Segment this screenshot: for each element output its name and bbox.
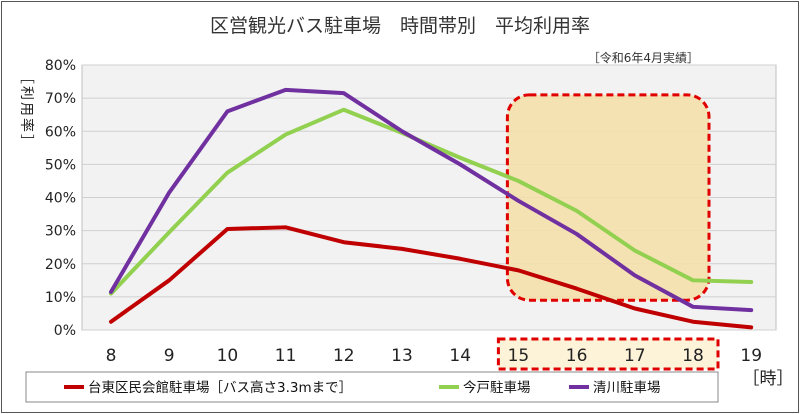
y-tick-label: 70% bbox=[45, 91, 76, 107]
y-tick-label: 40% bbox=[45, 191, 76, 207]
chart-title: 区営観光バス駐車場 時間帯別 平均利用率 bbox=[210, 15, 590, 37]
y-axis-ticks: 0% 10% 20% 30% 40% 50% 60% 70% 80% bbox=[45, 58, 76, 339]
x-tick-label: 17 bbox=[624, 346, 646, 366]
y-tick-label: 80% bbox=[45, 58, 76, 74]
chart-subtitle: ［令和6年4月実績］ bbox=[588, 50, 699, 65]
legend-label: 清川駐車場 bbox=[593, 380, 661, 396]
x-highlight-box bbox=[496, 337, 720, 371]
series-line bbox=[109, 87, 754, 313]
legend-box bbox=[25, 371, 719, 403]
legend: 台東区民会館駐車場［バス高さ3.3mまで］ 今戸駐車場 清川駐車場 bbox=[64, 379, 661, 396]
series-line bbox=[109, 107, 754, 296]
x-axis-label: ［時］ bbox=[743, 369, 794, 389]
y-tick-label: 60% bbox=[45, 124, 76, 140]
series-lines bbox=[109, 87, 754, 330]
x-tick-label: 15 bbox=[508, 346, 530, 366]
legend-label: 台東区民会館駐車場［バス高さ3.3mまで］ bbox=[88, 379, 352, 396]
x-tick-label: 12 bbox=[333, 346, 355, 366]
x-tick-label: 11 bbox=[275, 346, 297, 366]
x-tick-label: 9 bbox=[164, 346, 175, 366]
legend-label: 今戸駐車場 bbox=[463, 380, 531, 396]
y-tick-label: 0% bbox=[54, 323, 76, 339]
series-line bbox=[109, 225, 754, 330]
x-tick-label: 13 bbox=[391, 346, 413, 366]
y-tick-label: 10% bbox=[45, 290, 76, 306]
x-tick-label: 16 bbox=[566, 346, 588, 366]
x-tick-label: 14 bbox=[449, 346, 471, 366]
x-axis-ticks: 8 9 10 11 12 13 14 15 16 17 18 19 bbox=[106, 346, 762, 366]
highlight-region bbox=[505, 93, 711, 302]
y-tick-label: 50% bbox=[45, 157, 76, 173]
x-tick-label: 18 bbox=[682, 346, 704, 366]
x-tick-label: 19 bbox=[740, 346, 762, 366]
y-tick-label: 30% bbox=[45, 224, 76, 240]
x-tick-label: 10 bbox=[217, 346, 239, 366]
y-axis-label: ［利用率］ bbox=[18, 70, 35, 150]
y-tick-label: 20% bbox=[45, 257, 76, 273]
x-tick-label: 8 bbox=[106, 346, 117, 366]
